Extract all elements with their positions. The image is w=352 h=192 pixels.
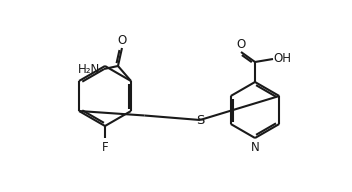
Text: OH: OH [274, 52, 291, 65]
Text: S: S [196, 113, 204, 127]
Text: F: F [102, 141, 108, 154]
Text: N: N [251, 141, 259, 154]
Text: O: O [117, 33, 127, 46]
Text: H₂N: H₂N [78, 63, 100, 75]
Text: O: O [237, 37, 246, 50]
